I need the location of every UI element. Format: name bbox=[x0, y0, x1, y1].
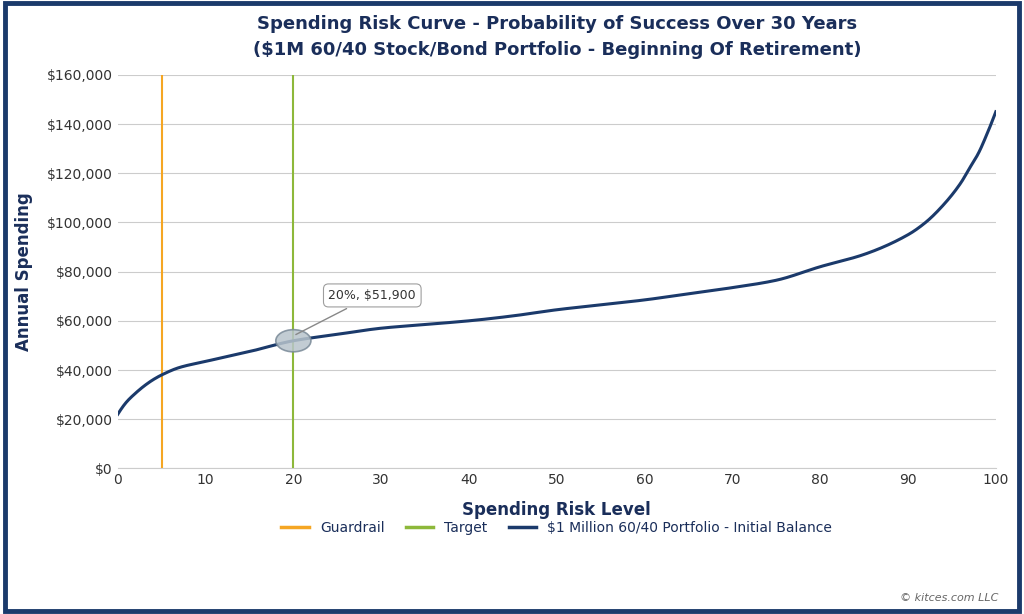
Text: © kitces.com LLC: © kitces.com LLC bbox=[900, 593, 998, 603]
Title: Spending Risk Curve - Probability of Success Over 30 Years
($1M 60/40 Stock/Bond: Spending Risk Curve - Probability of Suc… bbox=[253, 15, 861, 60]
Y-axis label: Annual Spending: Annual Spending bbox=[15, 192, 33, 351]
Legend: Guardrail, Target, $1 Million 60/40 Portfolio - Initial Balance: Guardrail, Target, $1 Million 60/40 Port… bbox=[275, 515, 838, 540]
X-axis label: Spending Risk Level: Spending Risk Level bbox=[463, 501, 651, 519]
Ellipse shape bbox=[275, 330, 311, 352]
Text: 20%, $51,900: 20%, $51,900 bbox=[296, 289, 416, 335]
